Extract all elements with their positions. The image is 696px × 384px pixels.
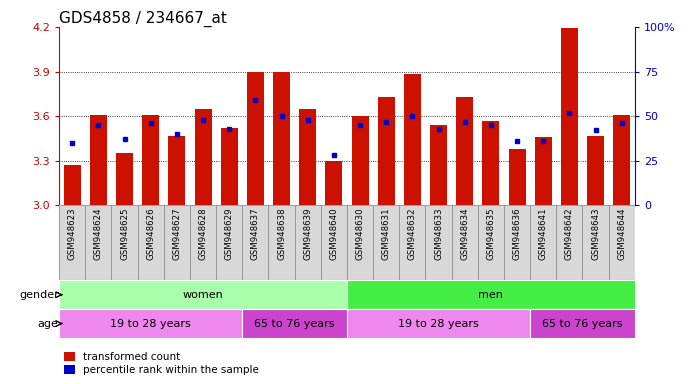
Text: GSM948635: GSM948635 [487,208,496,260]
Bar [556,205,583,280]
Text: GSM948629: GSM948629 [225,208,234,260]
Bar [452,205,477,280]
Bar [64,165,81,205]
Bar [530,205,556,280]
Bar [347,280,635,309]
Bar [482,121,499,205]
Bar [195,109,212,205]
Text: 19 to 28 years: 19 to 28 years [398,318,479,329]
Legend: transformed count, percentile rank within the sample: transformed count, percentile rank withi… [64,353,259,375]
Text: age: age [38,318,58,329]
Text: GSM948632: GSM948632 [408,208,417,260]
Text: GSM948628: GSM948628 [198,208,207,260]
Text: GSM948623: GSM948623 [68,208,77,260]
Bar [373,205,400,280]
Text: GSM948643: GSM948643 [591,208,600,260]
Text: GSM948639: GSM948639 [303,208,313,260]
Bar [190,205,216,280]
Text: GSM948625: GSM948625 [120,208,129,260]
Bar [138,205,164,280]
Bar [583,205,608,280]
Bar [269,205,294,280]
Text: 65 to 76 years: 65 to 76 years [254,318,335,329]
Text: GSM948637: GSM948637 [251,208,260,260]
Bar [273,71,290,205]
Bar [242,205,269,280]
Bar [164,205,190,280]
Bar [608,205,635,280]
Bar [325,161,342,205]
Bar [509,149,525,205]
Bar [116,153,133,205]
Bar [142,115,159,205]
Bar [90,115,107,205]
Bar [299,109,316,205]
Text: GSM948638: GSM948638 [277,208,286,260]
Bar [504,205,530,280]
Text: gender: gender [19,290,58,300]
Bar [247,71,264,205]
Bar [378,97,395,205]
Text: GSM948633: GSM948633 [434,208,443,260]
Bar [404,74,421,205]
Text: GSM948634: GSM948634 [460,208,469,260]
Bar [430,125,447,205]
Bar [221,128,238,205]
Text: 19 to 28 years: 19 to 28 years [111,318,191,329]
Bar [530,309,635,338]
Bar [111,205,138,280]
Text: GSM948642: GSM948642 [565,208,574,260]
Bar [613,115,630,205]
Text: 65 to 76 years: 65 to 76 years [542,318,623,329]
Bar [347,205,373,280]
Bar [456,97,473,205]
Text: GSM948630: GSM948630 [356,208,365,260]
Bar [477,205,504,280]
Bar [321,205,347,280]
Bar [86,205,111,280]
Bar [587,136,604,205]
Text: GSM948631: GSM948631 [381,208,390,260]
Text: GSM948626: GSM948626 [146,208,155,260]
Bar [561,28,578,205]
Bar [347,309,530,338]
Bar [294,205,321,280]
Bar [168,136,185,205]
Text: GSM948640: GSM948640 [329,208,338,260]
Text: GSM948641: GSM948641 [539,208,548,260]
Text: women: women [182,290,223,300]
Bar [59,280,347,309]
Text: GSM948644: GSM948644 [617,208,626,260]
Bar [59,309,242,338]
Bar [242,309,347,338]
Text: GSM948627: GSM948627 [173,208,182,260]
Bar [59,205,86,280]
Bar [216,205,242,280]
Bar [351,116,369,205]
Bar [400,205,425,280]
Text: GSM948636: GSM948636 [512,208,521,260]
Text: GSM948624: GSM948624 [94,208,103,260]
Text: GDS4858 / 234667_at: GDS4858 / 234667_at [59,11,227,27]
Text: men: men [478,290,503,300]
Bar [425,205,452,280]
Bar [535,137,552,205]
